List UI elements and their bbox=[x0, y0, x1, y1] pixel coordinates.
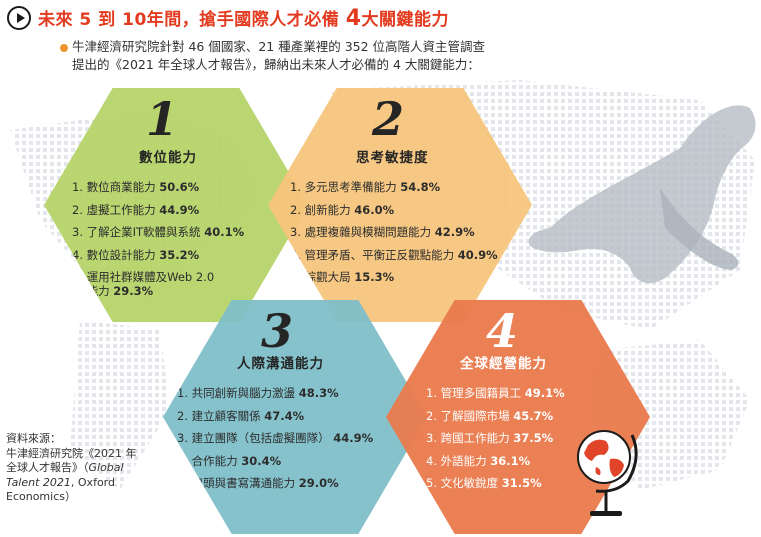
skill-item: 3. 跨國工作能力 37.5% bbox=[426, 431, 554, 445]
title-text: 未來 bbox=[38, 10, 73, 30]
source-note: 資料來源： 牛津經濟研究院《2021 年 全球人才報告》（Global Tale… bbox=[6, 432, 137, 505]
skill-item: 4. 外語能力 36.1% bbox=[426, 453, 531, 468]
source-line: 全球人才報告》（Global bbox=[6, 461, 124, 474]
hexagon-number: 3 bbox=[261, 304, 294, 358]
skill-item: 5. 運用社群媒體及Web 2.0 能力 29.3% bbox=[72, 270, 215, 298]
skill-list: 1. 管理多國籍員工 49.1% 2. 了解國際市場 45.7% 3. 跨國工作… bbox=[426, 386, 565, 499]
skill-item: 5. 綜觀大局 15.3% bbox=[290, 270, 395, 284]
skill-item: 4. 合作能力 30.4% bbox=[177, 453, 282, 468]
intro-line: 提出的《2021 年全球人才報告》，歸納出未來人才必備的 4 大關鍵能力： bbox=[72, 57, 480, 72]
skill-item: 5. 口頭與書寫溝通能力 29.0% bbox=[177, 476, 339, 490]
skill-list: 1. 共同創新與腦力激盪 48.3% 2. 建立顧客關係 47.4% 3. 建立… bbox=[177, 386, 373, 499]
skill-item: 1. 多元思考準備能力 54.8% bbox=[290, 180, 441, 194]
hexagon-number: 4 bbox=[486, 304, 519, 358]
skill-item: 3. 處理複雜與模糊問題能力 42.9% bbox=[290, 225, 475, 239]
skill-item: 1. 管理多國籍員工 49.1% bbox=[426, 386, 565, 400]
hexagon-title: 人際溝通能力 bbox=[237, 356, 324, 372]
hexagon-title: 全球經營能力 bbox=[460, 356, 547, 372]
skill-list: 1. 數位商業能力 50.6% 2. 虛擬工作能力 44.9% 3. 了解企業I… bbox=[72, 180, 244, 308]
title-number: 5 bbox=[79, 10, 92, 30]
skill-item: 2. 虛擬工作能力 44.9% bbox=[72, 202, 200, 217]
page-title: 未來 5 到 10年間，搶手國際人才必備 4大關鍵能力 bbox=[38, 5, 449, 31]
puma-illustration bbox=[528, 105, 756, 284]
title-text: 大關鍵能力 bbox=[361, 10, 450, 30]
skill-item: 5. 文化敏銳度 31.5% bbox=[426, 476, 542, 490]
skill-item: 1. 數位商業能力 50.6% bbox=[72, 180, 200, 194]
source-line: Talent 2021, Oxford bbox=[6, 475, 115, 489]
skill-item: 3. 了解企業IT軟體與系統 40.1% bbox=[72, 225, 245, 239]
skill-item: 4. 數位設計能力 35.2% bbox=[72, 247, 200, 262]
hexagon-title: 思考敏捷度 bbox=[356, 150, 429, 166]
skill-item: 3. 建立團隊（包括虛擬團隊） 44.9% bbox=[177, 431, 374, 445]
globe-icon bbox=[577, 430, 638, 516]
intro-text: 牛津經濟研究院針對 46 個國家、21 種產業裡的 352 位高階人資主管調查 … bbox=[72, 38, 485, 74]
hexagon-number: 2 bbox=[372, 92, 405, 146]
title-number: 10 bbox=[122, 10, 147, 30]
hexagon-title: 數位能力 bbox=[139, 150, 197, 166]
bullet-dot bbox=[60, 44, 68, 52]
source-line: 資料來源： bbox=[6, 432, 61, 445]
play-icon bbox=[7, 6, 31, 30]
skill-item: 4. 管理矛盾、平衡正反觀點能力 40.9% bbox=[290, 247, 498, 262]
source-line: Economics） bbox=[6, 490, 76, 503]
skill-list: 1. 多元思考準備能力 54.8% 2. 創新能力 46.0% 3. 處理複雜與… bbox=[290, 180, 498, 293]
skill-item: 2. 創新能力 46.0% bbox=[290, 202, 395, 217]
intro-line: 牛津經濟研究院針對 46 個國家、21 種產業裡的 352 位高階人資主管調查 bbox=[72, 39, 486, 54]
title-text: 年間，搶手國際人才必備 bbox=[146, 10, 340, 30]
title-number-highlight: 4 bbox=[345, 6, 362, 31]
source-line: 牛津經濟研究院《2021 年 bbox=[6, 446, 137, 460]
hexagon-number: 1 bbox=[146, 92, 179, 146]
title-text: 到 bbox=[98, 10, 116, 30]
skill-item: 2. 了解國際市場 45.7% bbox=[426, 408, 554, 423]
skill-item: 1. 共同創新與腦力激盪 48.3% bbox=[177, 386, 339, 400]
skill-item: 2. 建立顧客關係 47.4% bbox=[177, 408, 305, 423]
